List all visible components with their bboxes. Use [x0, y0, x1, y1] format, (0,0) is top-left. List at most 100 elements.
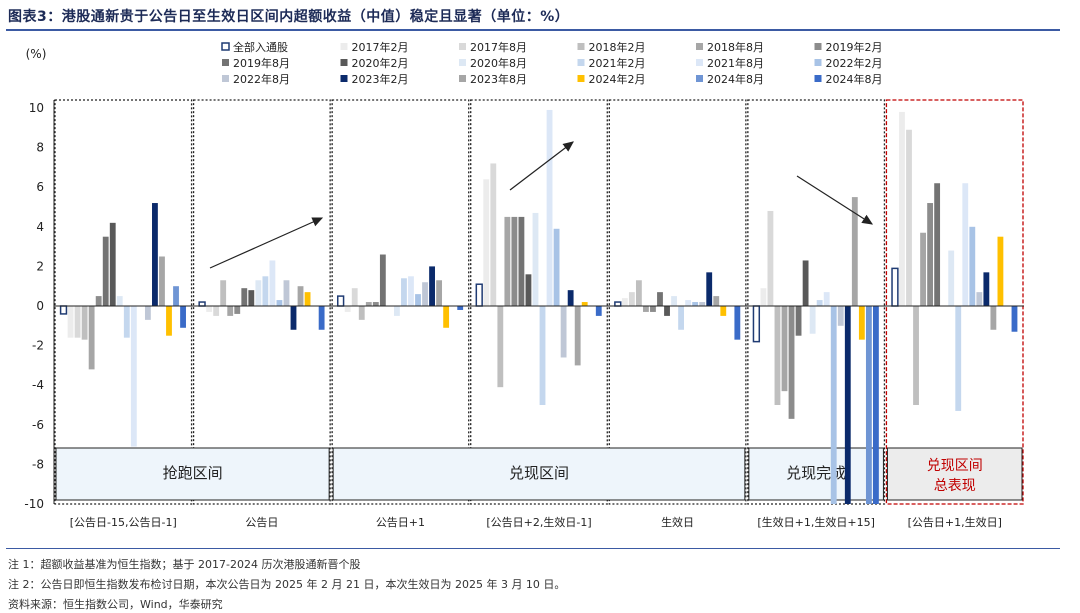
x-tick-label: [公告日+1,生效日] [908, 515, 1002, 529]
bar [546, 109, 553, 306]
bar [891, 267, 899, 307]
legend-label: 2021年8月 [707, 56, 764, 70]
legend-swatch [221, 42, 230, 51]
region-band [332, 447, 746, 501]
bar [483, 179, 490, 306]
bar [290, 306, 297, 330]
bar [927, 203, 934, 306]
bar [560, 306, 567, 358]
category-frame [608, 99, 747, 505]
bar [553, 228, 560, 306]
legend-label: 2021年2月 [589, 56, 646, 70]
bar [304, 292, 311, 306]
bar [962, 183, 969, 306]
y-tick-label: 10 [29, 101, 44, 115]
legend-label: 2019年8月 [233, 56, 290, 70]
bar [760, 288, 767, 306]
legend-label: 2024年8月 [826, 72, 883, 86]
bar [255, 280, 262, 306]
bar [144, 306, 151, 320]
bar [436, 280, 443, 306]
bar [88, 306, 95, 370]
bar [59, 305, 68, 315]
region-label: 总表现 [934, 478, 976, 494]
bar [685, 300, 692, 306]
bar [635, 280, 642, 306]
region-label: 兑现区间 [927, 458, 983, 474]
bar [422, 282, 428, 306]
bar [621, 298, 628, 306]
legend-label: 2023年8月 [470, 72, 527, 86]
legend-label: 2022年2月 [826, 56, 883, 70]
bar [443, 306, 450, 328]
bar [976, 292, 983, 306]
y-tick-label: -6 [32, 418, 44, 432]
bar [664, 306, 670, 316]
bar [269, 260, 276, 306]
y-tick-label: -10 [24, 497, 44, 511]
legend-label: 2020年2月 [352, 56, 409, 70]
bar [823, 292, 830, 306]
bar [67, 306, 74, 338]
bar [206, 306, 213, 312]
bar [678, 306, 685, 330]
legend-swatch [340, 43, 348, 50]
legend-label: 2024年2月 [589, 72, 646, 86]
y-tick-label: -8 [32, 457, 44, 471]
bar [990, 306, 997, 330]
bar [614, 301, 622, 307]
legend-swatch [577, 59, 585, 66]
trend-arrow [796, 175, 874, 225]
bar [858, 306, 865, 340]
bar [123, 306, 130, 338]
legend-swatch [696, 59, 703, 66]
bar [525, 274, 532, 306]
bar [955, 306, 962, 411]
bar [781, 306, 788, 392]
legend-label: 2019年2月 [826, 40, 883, 54]
category-frame [470, 99, 608, 505]
bar [692, 302, 699, 306]
note-1: 注 1：超额收益基准为恒生指数；基于 2017-2024 历次港股通新晋个股 [8, 558, 361, 571]
bar [830, 306, 837, 504]
x-tick-label: [公告日-15,公告日-1] [70, 516, 177, 529]
footer-rule [6, 548, 1060, 549]
bar [180, 306, 186, 328]
bar [74, 306, 81, 338]
bar [734, 306, 741, 340]
bar [628, 292, 635, 306]
bar [102, 236, 109, 306]
bar [983, 272, 990, 306]
bar [351, 288, 358, 306]
bar [248, 290, 255, 306]
figure-title: 图表3：港股通新贵于公告日至生效日区间内超额收益（中值）稳定且显著（单位：%） [8, 9, 570, 25]
bar [816, 300, 823, 306]
bar [713, 296, 720, 306]
bar [457, 306, 464, 310]
bar [408, 276, 414, 306]
bar [934, 183, 941, 306]
bar [774, 306, 781, 405]
legend-swatch [222, 75, 229, 82]
bar [95, 296, 102, 306]
trend-arrow [509, 141, 574, 191]
legend-label: 2018年2月 [589, 40, 646, 54]
bar [358, 306, 365, 320]
bar [173, 286, 179, 306]
bar [429, 266, 435, 306]
title-rule [6, 29, 1060, 31]
legend-label: 2022年8月 [233, 72, 290, 86]
bar [650, 306, 656, 312]
bar [497, 306, 504, 388]
bar [906, 129, 912, 306]
bar [837, 306, 844, 326]
bar [518, 216, 525, 306]
category-frame [54, 99, 193, 505]
region-band [55, 447, 330, 501]
category-frame [885, 99, 1024, 505]
legend-swatch [577, 43, 585, 50]
bar [581, 302, 588, 306]
bar [532, 212, 539, 306]
bar [336, 295, 345, 307]
legend-swatch [814, 59, 822, 66]
